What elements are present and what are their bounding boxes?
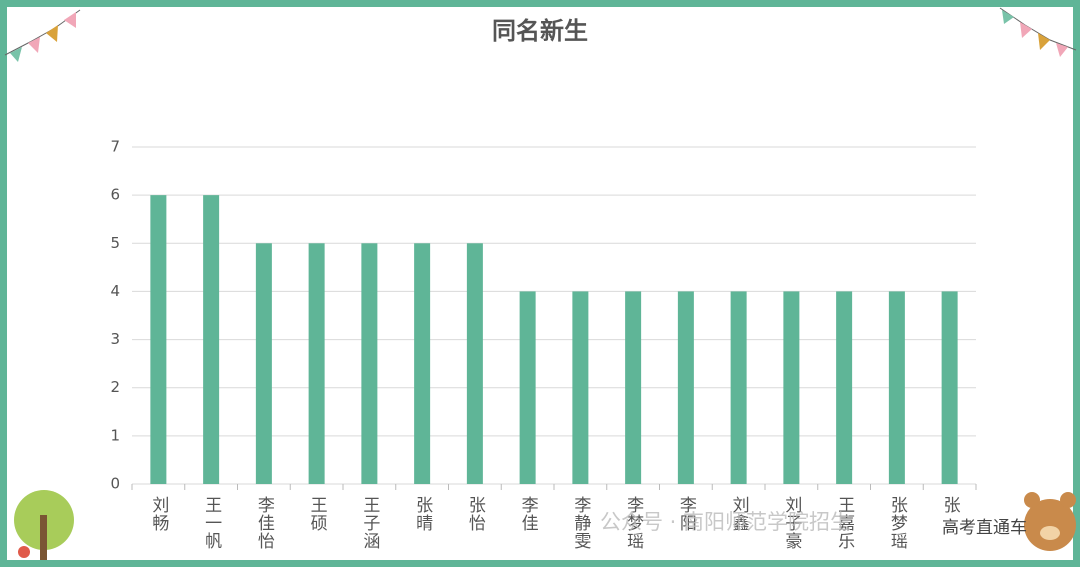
bunting-left <box>4 9 81 62</box>
bar <box>625 291 642 484</box>
x-tick-label: 王嘉乐 <box>834 496 855 550</box>
bar <box>414 243 431 484</box>
chart-title: 同名新生 <box>492 17 588 45</box>
x-tick-label: 王硕 <box>307 496 328 532</box>
bunting-right <box>999 7 1077 57</box>
bar <box>519 291 536 484</box>
x-tick-label: 李阳 <box>676 496 697 532</box>
y-tick-label: 0 <box>110 475 120 493</box>
bear <box>1024 492 1076 551</box>
bar <box>941 291 958 484</box>
y-tick-label: 2 <box>110 378 120 396</box>
y-tick-label: 5 <box>110 234 120 252</box>
y-tick-label: 4 <box>110 282 120 300</box>
x-tick-label: 张怡 <box>465 496 486 532</box>
x-tick-label: 李静雯 <box>570 496 591 550</box>
x-tick-label: 王子涵 <box>359 496 380 550</box>
tree <box>14 490 74 560</box>
x-tick-label: 李梦瑶 <box>623 496 644 550</box>
x-tick-label: 刘畅 <box>148 496 169 532</box>
x-tick-label: 刘鑫 <box>729 496 750 532</box>
bar <box>730 291 747 484</box>
y-tick-label: 1 <box>110 426 120 444</box>
watermark: 高考直通车 <box>942 518 1027 538</box>
bar <box>888 291 905 484</box>
bar <box>255 243 272 484</box>
x-tick-label: 李佳 <box>518 496 539 532</box>
watermark: 公众号 · 南阳师范学院招生 <box>600 510 851 534</box>
bar <box>783 291 800 484</box>
x-tick-label: 张梦瑶 <box>887 496 908 550</box>
y-tick-label: 7 <box>110 138 120 156</box>
bar <box>150 195 167 484</box>
y-tick-label: 3 <box>110 330 120 348</box>
bar <box>677 291 694 484</box>
bar <box>836 291 853 484</box>
bar <box>572 291 589 484</box>
x-tick-label: 张晴 <box>412 496 432 532</box>
y-tick-label: 6 <box>110 186 120 204</box>
x-tick-label: 李佳怡 <box>254 496 275 550</box>
x-tick-label: 张 <box>940 496 960 514</box>
x-tick-label: 王一帆 <box>201 496 222 550</box>
bar <box>308 243 325 484</box>
bar <box>203 195 220 484</box>
bar <box>466 243 483 484</box>
bar <box>361 243 378 484</box>
x-tick-label: 刘子豪 <box>781 496 802 550</box>
